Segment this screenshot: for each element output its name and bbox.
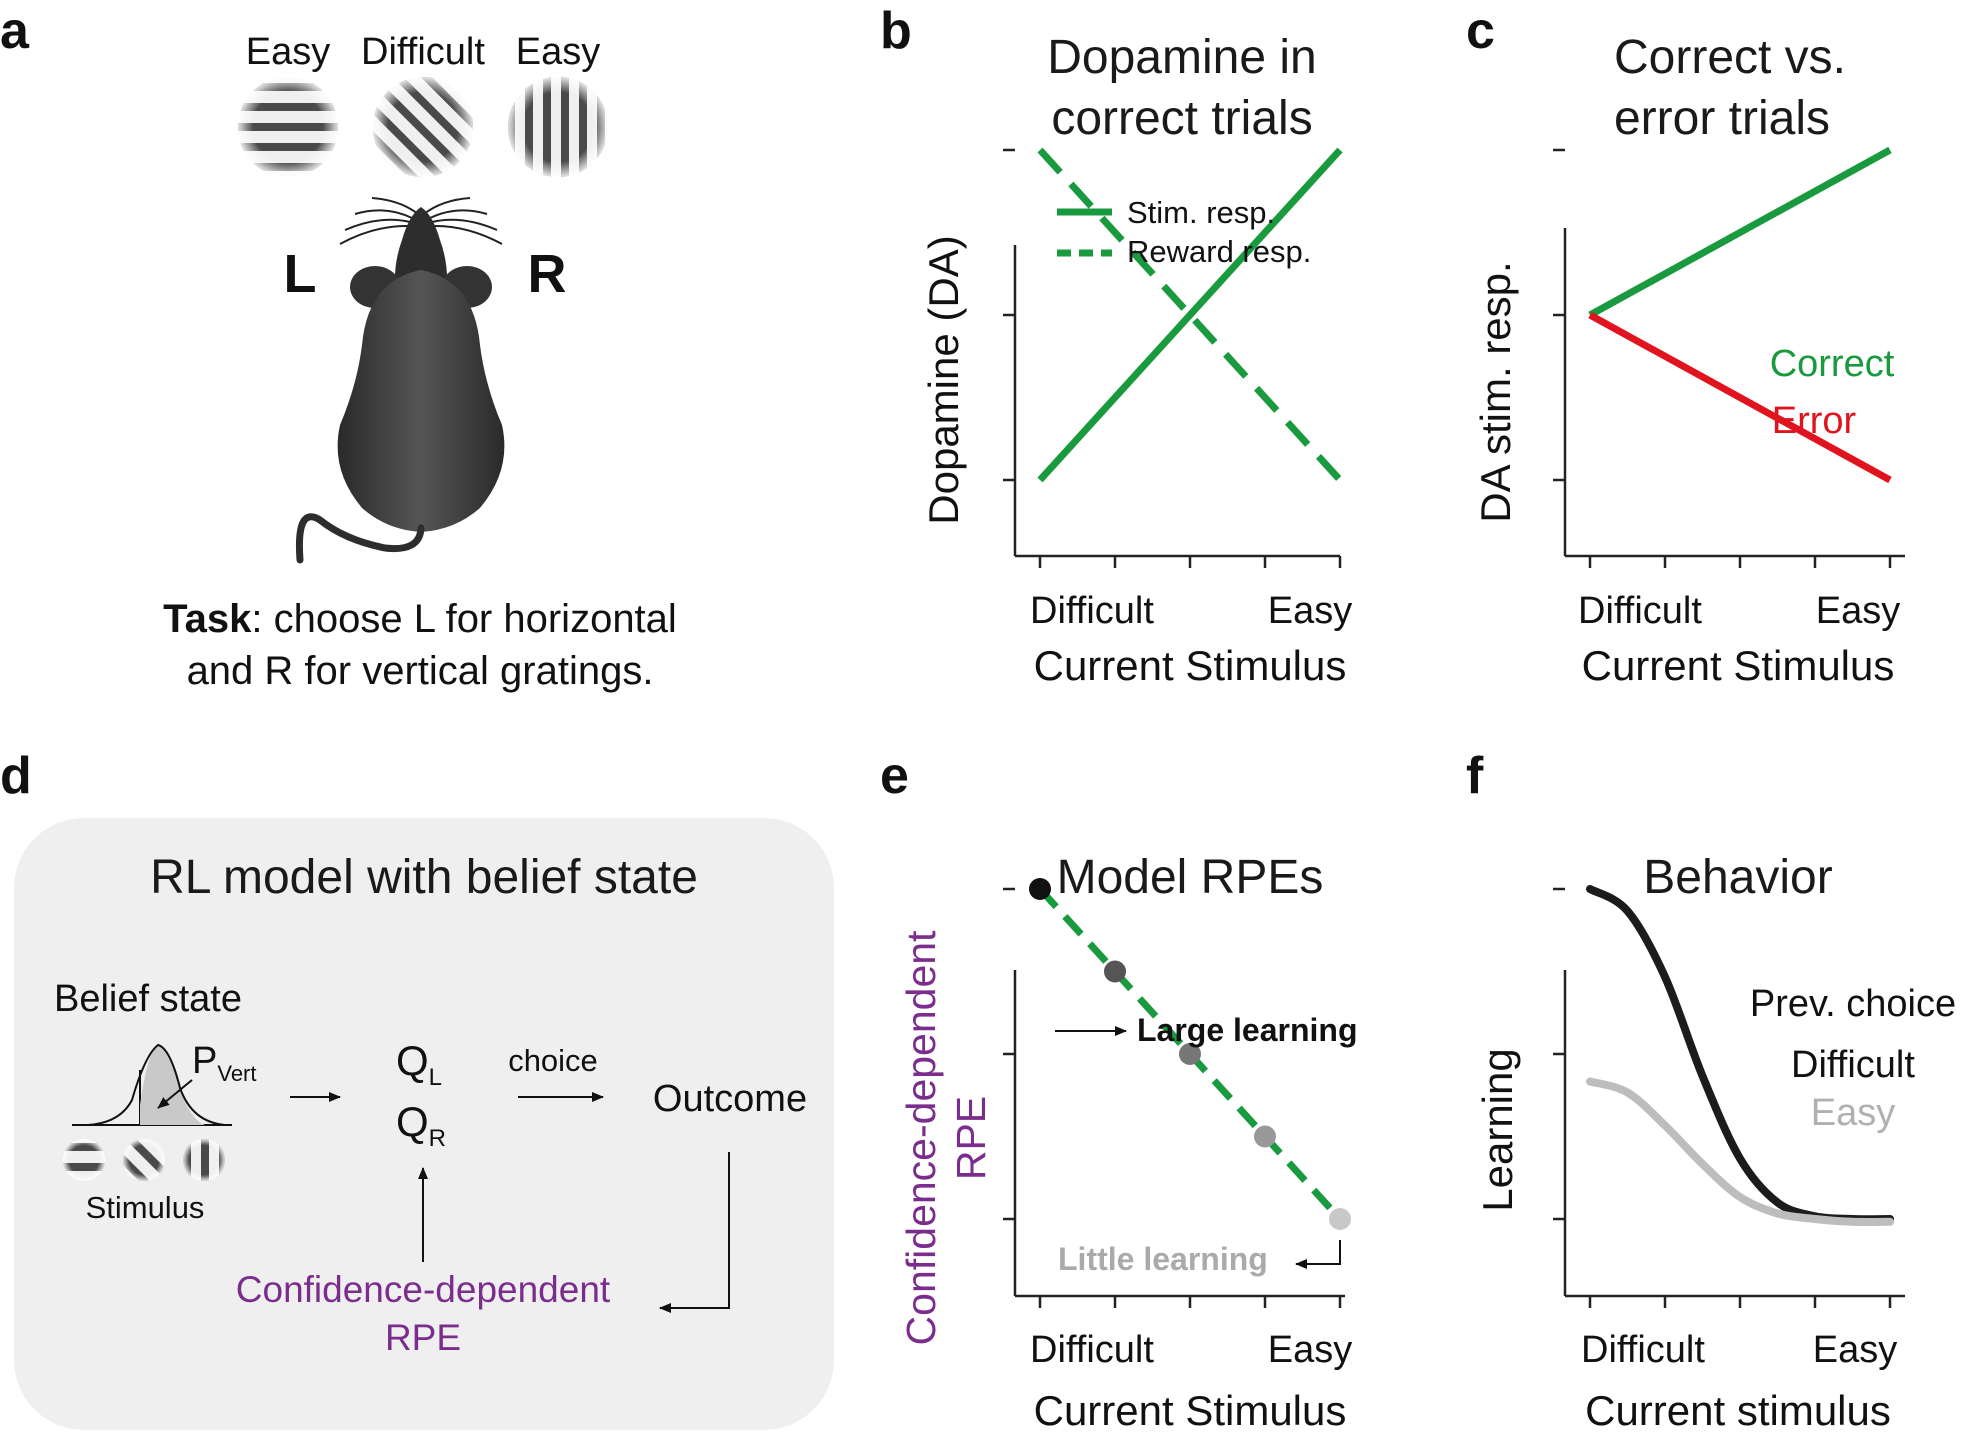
panel-label-f: f <box>1466 747 1484 805</box>
chart-e-point-1 <box>1104 960 1126 983</box>
q-right-label: QR <box>396 1098 446 1152</box>
legend-label-reward-resp: Reward resp. <box>1127 234 1311 269</box>
diagonal-grating-icon <box>373 77 473 177</box>
chart-f-xtick-right: Easy <box>1813 1329 1897 1371</box>
task-bold: Task <box>163 597 252 641</box>
chart-e-point-2 <box>1179 1043 1201 1065</box>
panel-e: e Model RPEs Difficult Easy Current Stim… <box>880 747 1358 1434</box>
choice-label: choice <box>508 1043 598 1078</box>
vertical-grating-icon <box>183 1139 225 1181</box>
right-label: R <box>528 244 567 304</box>
chart-b-ylabel: Dopamine (DA) <box>920 235 967 524</box>
rpe-label-line-2: RPE <box>385 1317 461 1358</box>
grating-label-1: Easy <box>246 31 330 73</box>
chart-c-series-0 <box>1588 146 1892 319</box>
chart-f-series-1 <box>1586 1077 1894 1226</box>
chart-e-ylabel-line-2: RPE <box>948 1096 994 1180</box>
panel-d: d RL model with belief state Belief stat… <box>0 747 834 1430</box>
outcome-label: Outcome <box>653 1078 807 1120</box>
chart-f-xtick-left: Difficult <box>1581 1329 1705 1371</box>
chart-f-title: Behavior <box>1643 851 1832 904</box>
annotation-large-learning: Large learning <box>1137 1012 1358 1048</box>
chart-b-series-0 <box>1037 147 1343 483</box>
series-label-correct: Correct <box>1770 343 1895 385</box>
left-label: L <box>284 244 317 304</box>
panel-f: f Behavior Difficult Easy Current stimul… <box>1466 747 1956 1434</box>
panel-a: a Easy Difficult Easy L R <box>0 2 677 693</box>
p-vert-label: PVert <box>192 1040 257 1086</box>
grating-label-2: Difficult <box>361 31 485 73</box>
diagonal-grating-icon <box>123 1139 165 1181</box>
horizontal-grating-icon <box>238 77 338 177</box>
chart-e-xtick-right: Easy <box>1268 1329 1352 1371</box>
belief-distribution <box>72 1043 232 1126</box>
chart-c-ylabel: DA stim. resp. <box>1472 261 1519 522</box>
q-left-label: QL <box>396 1037 442 1091</box>
panel-label-a: a <box>0 2 30 60</box>
legend-label-difficult: Difficult <box>1791 1044 1915 1086</box>
chart-c-series-1 <box>1588 311 1892 484</box>
grating-label-3: Easy <box>516 31 600 73</box>
chart-b-title-line-1: Dopamine in <box>1047 31 1316 84</box>
chart-c <box>1553 146 1905 568</box>
chart-e-xlabel: Current Stimulus <box>1034 1387 1347 1434</box>
panel-label-d: d <box>0 747 32 805</box>
chart-e-point-0 <box>1029 878 1051 900</box>
legend-title-prev-choice: Prev. choice <box>1750 983 1956 1025</box>
chart-e-point-4 <box>1329 1208 1351 1230</box>
panel-label-c: c <box>1466 2 1495 60</box>
chart-b-xtick-left: Difficult <box>1030 590 1154 632</box>
model-box <box>14 818 834 1430</box>
model-title: RL model with belief state <box>150 851 698 904</box>
chart-b-xlabel: Current Stimulus <box>1034 642 1347 689</box>
chart-e <box>1003 878 1351 1308</box>
panel-label-b: b <box>880 2 912 60</box>
task-line-1: Task: choose L for horizontal <box>163 597 677 641</box>
chart-e-xtick-left: Difficult <box>1030 1329 1154 1371</box>
chart-c-xtick-left: Difficult <box>1578 590 1702 632</box>
legend-label-easy: Easy <box>1811 1092 1895 1134</box>
rpe-label-line-1: Confidence-dependent <box>236 1269 611 1310</box>
chart-f-xlabel: Current stimulus <box>1585 1387 1891 1434</box>
chart-b-series-1 <box>1037 147 1343 483</box>
chart-f <box>1553 885 1905 1308</box>
task-rest: : choose L for horizontal <box>251 597 676 641</box>
mouse-icon <box>295 197 505 564</box>
panel-b: b Dopamine in correct trials Difficult E… <box>880 2 1352 689</box>
series-label-error: Error <box>1772 400 1857 442</box>
chart-e-point-3 <box>1254 1125 1276 1148</box>
little-learning-arrow <box>1295 1240 1341 1269</box>
panel-c: c Correct vs. error trials Difficult Eas… <box>1466 2 1905 689</box>
chart-c-title-line-2: error trials <box>1614 92 1830 145</box>
panel-label-e: e <box>880 747 909 805</box>
chart-b-xtick-right: Easy <box>1268 590 1352 632</box>
chart-b-legend: Stim. resp. Reward resp. <box>1057 195 1311 269</box>
chart-f-ylabel: Learning <box>1474 1048 1521 1211</box>
horizontal-grating-icon <box>63 1139 105 1181</box>
chart-b <box>1003 147 1343 568</box>
task-line-2: and R for vertical gratings. <box>187 649 654 693</box>
chart-e-ylabel-line-1: Confidence-dependent <box>898 930 944 1345</box>
chart-c-xlabel: Current Stimulus <box>1582 642 1895 689</box>
annotation-little-learning: Little learning <box>1058 1241 1268 1277</box>
chart-c-xtick-right: Easy <box>1816 590 1900 632</box>
chart-e-title: Model RPEs <box>1057 851 1324 904</box>
vertical-grating-icon <box>508 77 608 177</box>
stimulus-label: Stimulus <box>86 1190 205 1225</box>
chart-b-title-line-2: correct trials <box>1051 92 1312 145</box>
arrow-outcome-to-rpe <box>659 1152 730 1313</box>
belief-state-label: Belief state <box>54 978 242 1020</box>
chart-c-title-line-1: Correct vs. <box>1614 31 1846 84</box>
legend-label-stim-resp: Stim. resp. <box>1127 195 1275 230</box>
stimulus-gratings <box>63 1139 225 1181</box>
